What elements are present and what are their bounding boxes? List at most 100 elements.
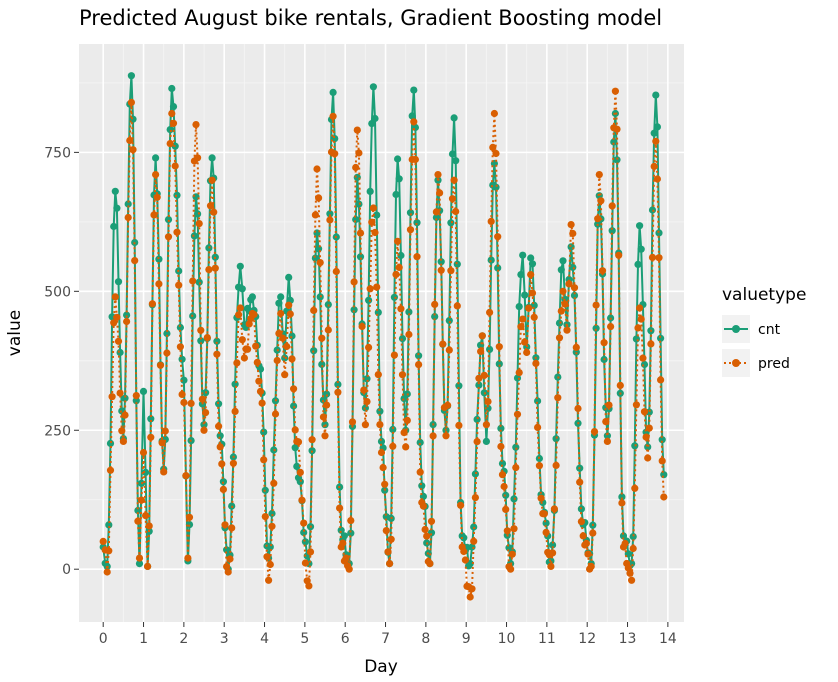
data-point-pred	[342, 554, 350, 562]
data-point-pred	[218, 460, 226, 468]
data-point-pred	[395, 263, 403, 271]
data-point-cnt	[110, 222, 118, 231]
data-point-cnt	[437, 258, 445, 266]
data-point-cnt	[277, 293, 285, 301]
data-point-cnt	[105, 521, 113, 529]
data-point-cnt	[142, 468, 150, 476]
data-point-pred	[632, 401, 641, 409]
data-point-pred	[103, 568, 111, 576]
data-point-pred	[500, 482, 508, 491]
data-point-pred	[653, 175, 662, 183]
data-point-cnt	[168, 84, 176, 93]
data-point-cnt	[405, 308, 413, 316]
data-point-cnt	[655, 229, 663, 237]
data-point-pred	[310, 306, 318, 314]
data-point-cnt	[637, 245, 645, 253]
data-point-pred	[256, 387, 265, 395]
data-point-pred	[356, 229, 365, 237]
data-point-cnt	[163, 329, 171, 338]
data-point-cnt	[460, 534, 468, 542]
data-point-pred	[180, 398, 188, 407]
data-point-cnt	[173, 191, 181, 199]
x-tick-label: 1	[139, 631, 148, 647]
data-point-pred	[466, 593, 474, 601]
data-point-cnt	[315, 245, 323, 253]
data-point-pred	[468, 585, 476, 593]
data-point-cnt	[288, 332, 296, 340]
data-point-cnt	[311, 254, 319, 262]
data-point-pred	[279, 334, 287, 342]
series-layer	[99, 72, 668, 601]
data-point-pred	[618, 499, 626, 507]
data-point-pred	[377, 448, 386, 457]
data-point-pred	[216, 443, 224, 451]
x-tick-label: 4	[260, 631, 269, 647]
data-point-pred	[348, 418, 357, 426]
data-point-cnt	[366, 187, 374, 195]
data-point-pred	[353, 126, 361, 134]
data-point-pred	[208, 176, 216, 184]
data-point-pred	[315, 194, 323, 202]
data-point-pred	[502, 505, 510, 513]
data-point-pred	[235, 311, 243, 319]
data-point-pred	[336, 504, 344, 512]
data-point-pred	[647, 340, 655, 348]
data-point-pred	[515, 369, 523, 377]
data-point-pred	[498, 471, 507, 479]
data-point-pred	[595, 171, 603, 179]
data-point-cnt	[636, 222, 644, 230]
data-point-pred	[324, 326, 332, 334]
data-point-pred	[569, 229, 577, 238]
data-point-pred	[206, 202, 215, 210]
data-point-pred	[534, 423, 542, 431]
data-point-cnt	[124, 200, 132, 208]
data-point-pred	[288, 355, 296, 363]
data-point-cnt	[634, 260, 642, 268]
data-point-cnt	[567, 243, 575, 251]
data-point-pred	[427, 517, 436, 525]
data-point-cnt	[200, 421, 208, 429]
data-point-pred	[332, 267, 340, 276]
data-point-cnt	[527, 254, 535, 262]
data-point-pred	[300, 519, 308, 527]
data-point-pred	[294, 438, 303, 446]
data-point-pred	[119, 437, 127, 445]
data-point-pred	[519, 315, 527, 323]
data-point-cnt	[629, 533, 637, 541]
data-point-pred	[605, 401, 613, 409]
data-point-cnt	[290, 402, 298, 410]
data-point-pred	[512, 464, 520, 472]
data-point-pred	[163, 349, 171, 357]
x-tick-label: 14	[659, 631, 677, 647]
data-point-cnt	[369, 83, 377, 91]
data-point-pred	[150, 211, 158, 219]
data-point-pred	[453, 302, 461, 310]
x-axis-title: Day	[364, 657, 398, 677]
data-point-cnt	[169, 103, 178, 111]
data-point-pred	[442, 432, 450, 440]
data-point-pred	[600, 339, 608, 347]
data-point-pred	[161, 427, 169, 435]
data-point-pred	[497, 442, 505, 451]
x-axis: 0 1 2 3 4 5 6 7 8 9 10 11 12 13 14	[99, 622, 677, 647]
data-point-pred	[657, 376, 665, 384]
data-point-pred	[195, 220, 203, 228]
data-point-cnt	[650, 129, 658, 137]
data-point-pred	[495, 343, 503, 351]
data-point-pred	[273, 356, 281, 365]
data-point-cnt	[445, 317, 453, 325]
data-point-pred	[561, 300, 569, 308]
data-point-pred	[298, 496, 306, 504]
data-point-pred	[471, 494, 479, 502]
data-point-pred	[308, 436, 316, 444]
data-point-cnt	[155, 255, 163, 263]
data-point-cnt	[127, 72, 135, 80]
data-point-cnt	[164, 216, 173, 224]
data-point-pred	[200, 426, 208, 434]
data-point-pred	[228, 524, 236, 532]
data-point-pred	[252, 342, 260, 350]
data-point-cnt	[473, 415, 481, 423]
data-point-pred	[589, 529, 597, 537]
data-point-cnt	[498, 460, 507, 468]
data-point-pred	[331, 150, 339, 158]
